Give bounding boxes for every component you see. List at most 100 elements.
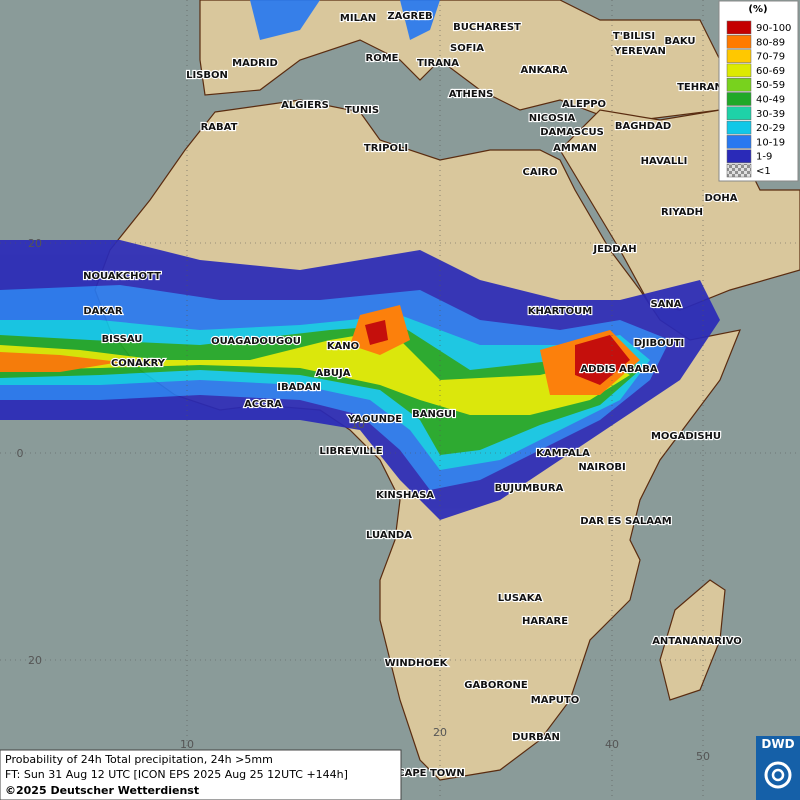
- lat-label: 20: [28, 237, 42, 250]
- city-label: CAPE TOWN: [397, 768, 464, 779]
- legend-label: 80-89: [756, 37, 785, 48]
- city-label: MILAN: [340, 13, 376, 24]
- city-label: NAIROBI: [578, 462, 625, 473]
- legend-swatch: [726, 163, 752, 178]
- city-label: DURBAN: [512, 732, 560, 743]
- city-label: KANO: [327, 341, 359, 352]
- city-label: MOGADISHU: [651, 431, 721, 442]
- legend-label: 90-100: [756, 23, 791, 34]
- city-label: MADRID: [232, 58, 278, 69]
- city-label: SANA: [650, 299, 681, 310]
- city-label: LISBON: [186, 70, 228, 81]
- city-label: AMMAN: [553, 143, 597, 154]
- logo-box: [756, 736, 800, 800]
- city-label: BISSAU: [102, 334, 143, 345]
- city-label: CONAKRY: [111, 358, 166, 369]
- lon-label: 20: [433, 726, 447, 739]
- city-label: ANTANANARIVO: [652, 636, 742, 647]
- city-label: BUCHAREST: [453, 22, 521, 33]
- city-label: ANKARA: [520, 65, 567, 76]
- city-label: OUAGADOUGOU: [211, 336, 301, 347]
- city-label: TUNIS: [345, 105, 379, 116]
- legend-label: 30-39: [756, 109, 785, 120]
- legend: (%) 90-100 80-89 70-79 60-69 50-59 40-49 30-39…: [718, 0, 799, 182]
- city-label: IBADAN: [277, 382, 321, 393]
- legend-label: 50-59: [756, 80, 785, 91]
- city-label: DOHA: [705, 193, 738, 204]
- city-label: YAOUNDE: [347, 414, 402, 425]
- city-label: HARARE: [522, 616, 568, 627]
- caption-line: ©2025 Deutscher Wetterdienst: [5, 784, 199, 797]
- city-label: YEREVAN: [613, 46, 666, 57]
- legend-label: 1-9: [756, 152, 772, 163]
- legend-label: 40-49: [756, 95, 785, 106]
- city-label: ABUJA: [316, 368, 351, 379]
- logo-swirl: [764, 761, 792, 789]
- legend-swatch: [726, 135, 752, 149]
- lat-label: 20: [28, 654, 42, 667]
- city-label: WINDHOEK: [385, 658, 449, 669]
- legend-swatch: [726, 63, 752, 78]
- city-label: KAMPALA: [536, 448, 590, 459]
- logo-swirl: [771, 768, 785, 782]
- city-label: ZAGREB: [387, 11, 432, 22]
- city-label: ALEPPO: [562, 99, 606, 110]
- caption-line: FT: Sun 31 Aug 12 UTC [ICON EPS 2025 Aug…: [5, 768, 348, 781]
- city-label: JEDDAH: [592, 244, 636, 255]
- legend-swatch: [726, 20, 752, 35]
- city-label: ALGIERS: [281, 100, 329, 111]
- city-label: SOFIA: [450, 43, 484, 54]
- city-label: DAR ES SALAAM: [580, 516, 672, 527]
- legend-label: <1: [756, 166, 771, 177]
- city-label: ADDIS ABABA: [580, 364, 657, 375]
- city-label: BANGUI: [412, 409, 456, 420]
- legend-title: (%): [748, 4, 767, 15]
- city-label: BUJUMBURA: [495, 483, 564, 494]
- city-label: NICOSIA: [529, 113, 576, 124]
- lon-label: 10: [351, 418, 365, 431]
- city-label: LUANDA: [366, 530, 412, 541]
- city-label: BAGHDAD: [615, 121, 671, 132]
- labels: MILAN ZAGREB BUCHAREST BAKU T'BILISI YEREVAN M…: [17, 10, 743, 780]
- city-label: LUSAKA: [498, 593, 543, 604]
- city-label: TIRANA: [417, 58, 459, 69]
- city-label: KHARTOUM: [528, 306, 593, 317]
- lon-label: 40: [605, 738, 619, 751]
- city-label: DJIBOUTI: [634, 338, 685, 349]
- legend-label: 60-69: [756, 66, 785, 77]
- lon-label: 50: [696, 750, 710, 763]
- city-label: ACCRA: [244, 399, 282, 410]
- lon-label: 10: [180, 738, 194, 751]
- city-label: TRIPOLI: [364, 143, 408, 154]
- legend-label: 20-29: [756, 123, 785, 134]
- city-label: MAPUTO: [531, 695, 579, 706]
- precipitation: [0, 0, 720, 520]
- city-label: DAMASCUS: [540, 127, 604, 138]
- city-label: BAKU: [664, 36, 695, 47]
- city-label: RABAT: [201, 122, 238, 133]
- legend-swatch: [726, 49, 752, 63]
- legend-swatch: [726, 120, 752, 135]
- city-label: ATHENS: [449, 89, 494, 100]
- logo: DWD: [756, 736, 800, 800]
- city-label: HAVALLI: [641, 156, 688, 167]
- legend-label: 10-19: [756, 137, 785, 148]
- city-label: NOUAKCHOTT: [83, 271, 161, 282]
- legend-label: 70-79: [756, 52, 785, 63]
- city-label: TEHRAN: [677, 82, 723, 93]
- city-label: CAIRO: [523, 167, 558, 178]
- legend-swatch: [726, 106, 752, 121]
- legend-swatch: [726, 35, 752, 49]
- city-label: T'BILISI: [613, 31, 655, 42]
- city-label: ROME: [366, 53, 399, 64]
- city-label: KINSHASA: [376, 490, 434, 501]
- caption-line: Probability of 24h Total precipitation, …: [5, 753, 273, 766]
- logo-text: DWD: [761, 737, 794, 751]
- lat-label: 0: [17, 447, 24, 460]
- city-label: GABORONE: [464, 680, 528, 691]
- caption: Probability of 24h Total precipitation, …: [0, 749, 402, 800]
- city-label: LIBREVILLE: [319, 446, 382, 457]
- city-label: RIYADH: [661, 207, 703, 218]
